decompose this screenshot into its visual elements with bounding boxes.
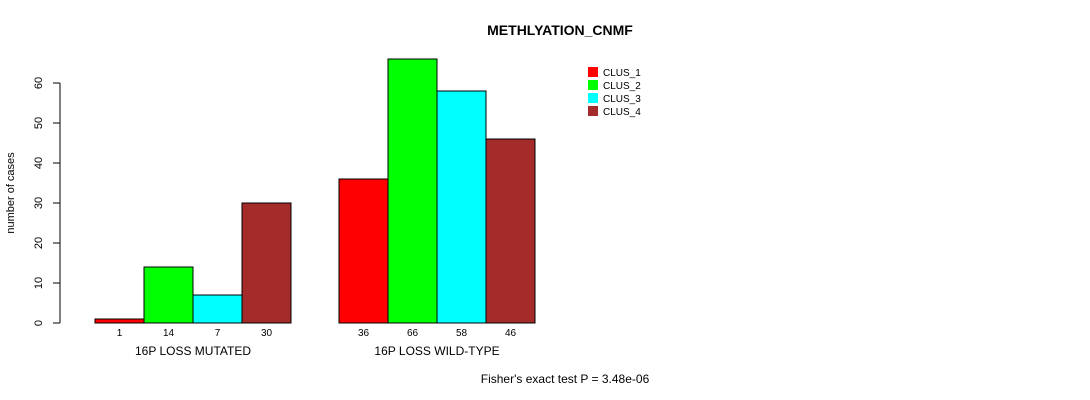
bar-clus-2-group-2 [387, 58, 438, 324]
legend: CLUS_1 CLUS_2 CLUS_3 CLUS_4 [588, 67, 641, 118]
bar-labels: 1 14 7 30 36 66 58 46 [117, 328, 517, 339]
group-labels: 16P LOSS MUTATED 16P LOSS WILD-TYPE [135, 344, 500, 358]
legend-label: CLUS_4 [603, 107, 641, 118]
legend-swatch-clus-4 [588, 106, 598, 116]
bar-clus-3-group-1 [192, 294, 243, 324]
bar-clus-4-group-1 [241, 202, 292, 324]
bar-value-label: 7 [215, 328, 221, 339]
category-label: 16P LOSS MUTATED [135, 344, 251, 358]
y-axis: 0 10 20 30 40 50 60 [33, 77, 61, 326]
y-axis-label: number of cases [5, 152, 17, 234]
y-tick-label: 20 [33, 237, 45, 249]
bar-value-label: 36 [358, 328, 370, 339]
bar-clus-1-group-2 [338, 178, 389, 324]
category-label: 16P LOSS WILD-TYPE [374, 344, 499, 358]
y-tick-label: 60 [33, 77, 45, 89]
bar-clus-4-group-2 [485, 138, 536, 324]
bar-value-label: 46 [505, 328, 517, 339]
bar-clus-1-group-1 [94, 318, 145, 324]
bar-value-label: 66 [407, 328, 419, 339]
y-tick-label: 30 [33, 197, 45, 209]
y-tick-label: 0 [33, 320, 45, 326]
bar-value-label: 30 [261, 328, 273, 339]
fisher-test-footer: Fisher's exact test P = 3.48e-06 [481, 372, 650, 386]
y-tick-label: 10 [33, 277, 45, 289]
bar-value-label: 58 [456, 328, 468, 339]
legend-label: CLUS_2 [603, 81, 641, 92]
bar-clus-2-group-1 [143, 266, 194, 324]
bar-value-label: 14 [163, 328, 175, 339]
legend-label: CLUS_1 [603, 68, 641, 79]
bar-value-label: 1 [117, 328, 123, 339]
legend-swatch-clus-1 [588, 67, 598, 77]
y-tick-label: 40 [33, 157, 45, 169]
bar-clus-3-group-2 [436, 90, 487, 324]
legend-swatch-clus-3 [588, 93, 598, 103]
bars [94, 58, 536, 324]
chart-title: METHLYATION_CNMF [487, 22, 633, 38]
legend-label: CLUS_3 [603, 94, 641, 105]
legend-swatch-clus-2 [588, 80, 598, 90]
y-tick-label: 50 [33, 117, 45, 129]
